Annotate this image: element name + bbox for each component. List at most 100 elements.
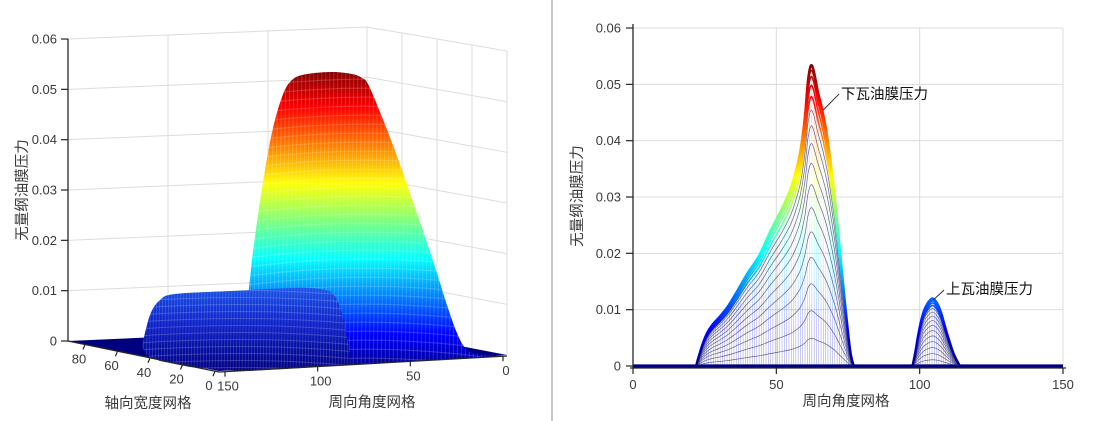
mesh-texture-line [344,71,351,372]
mesh-texture-line [271,287,275,371]
mesh-texture-line [163,287,167,371]
mesh-texture-line [364,71,371,372]
mesh-texture-arc [142,352,351,360]
annotation-lower-pad: 下瓦油膜压力 [841,86,928,103]
z-tick-label: 0.04 [32,132,57,147]
mesh-layer-curve [912,315,961,367]
y-tick-label: 0 [614,359,621,374]
axial-tick-label: 60 [104,358,118,373]
mesh-layer-curve [912,324,961,367]
mesh-layer-curve [912,335,961,367]
mesh-texture-arc [142,324,351,332]
mesh-texture-line [476,71,483,372]
mesh-texture-line [356,71,363,372]
mesh-texture-line [265,287,269,371]
mesh-texture-arc [142,345,351,353]
x-tick-label: 150 [1052,377,1074,392]
mesh-texture-line [277,287,281,371]
mesh-layer-curve [695,207,855,367]
circ-tick-label: 100 [310,374,332,389]
mesh-texture-line [316,287,320,371]
mesh-texture-line [492,71,499,372]
mesh-texture-line [160,287,164,371]
right-axes: 0 0.01 0.02 0.03 0.04 0.05 0.06 0 50 100 150 [596,21,1074,392]
mesh-texture-line [262,287,266,371]
mesh-texture-line [460,71,467,372]
mesh-texture-arc [142,338,351,346]
mesh-texture-arc [142,331,351,339]
mesh-texture-line [205,287,209,371]
mesh-texture-line [368,71,375,372]
mesh-texture-line [325,287,329,371]
mesh-layer-curve [912,353,960,367]
left-z-axis-label: 无量纲油膜压力 [14,139,31,241]
mesh-texture-line [313,287,317,371]
mesh-texture-line [142,287,143,371]
z-tick-label: 0.06 [32,32,57,47]
axial-tick-label: 80 [72,351,86,366]
mesh-layer-curve [695,143,855,367]
mesh-texture-line [193,287,197,371]
mesh-texture-line [202,287,206,371]
z-tick-label: 0.01 [32,283,57,298]
axial-axis-line [67,340,220,373]
mesh-texture-line [190,287,194,371]
mesh-texture-line [298,287,302,371]
mesh-texture-line [464,71,471,372]
mesh-layer-curve [912,347,960,367]
mesh-texture-line [376,71,383,372]
mesh-layer-curve [695,231,855,367]
mesh-texture-line [360,71,367,372]
mesh-texture-line [328,287,332,371]
mesh-layer-curve [912,330,961,367]
z-tick-label: 0 [50,334,57,349]
mesh-texture-line [480,71,487,372]
mesh-texture-line [352,71,359,372]
mesh-texture-line [208,287,212,371]
mesh-texture-line [175,287,179,371]
mesh-texture-line [295,287,299,371]
mesh-texture-line [259,287,263,371]
mesh-texture-line [292,287,296,371]
mesh-texture-line [268,287,272,371]
mesh-texture-line [322,287,326,371]
mesh-layer-curve [695,256,855,367]
circ-tick-label: 0 [502,363,509,378]
mesh-texture-line [283,287,287,371]
axial-tick [114,350,119,357]
mesh-texture-line [472,71,479,372]
mesh-texture-line [253,287,257,371]
mesh-texture-line [250,287,254,371]
mesh-texture-line [181,287,185,371]
mesh-texture-line [456,71,463,372]
mesh-texture-line [211,287,215,371]
mesh-texture-line [220,287,224,371]
mesh-texture-line [349,287,351,371]
mesh-texture-line [496,71,503,372]
mesh-texture-line [488,71,495,372]
mesh-texture-line [319,287,323,371]
mesh-texture-line [307,287,311,371]
envelope-curve [911,297,961,367]
mesh-texture-line [310,287,314,371]
mesh-texture-line [229,287,233,371]
mesh-layer-curve [695,184,855,367]
y-tick-label: 0.03 [596,190,621,205]
mesh-texture-line [301,287,305,371]
pressure-profile-curves [633,63,1063,368]
right-grid-lines [633,27,1064,366]
axial-tick-label: 0 [205,378,212,393]
mesh-texture-line [348,71,355,372]
mesh-layer-curve [695,162,855,367]
mesh-texture-line [214,287,218,371]
wall-grid-h [67,76,508,103]
mesh-texture-line [142,287,146,371]
z-tick-label: 0.05 [32,82,57,97]
mesh-texture-arc [142,310,351,318]
right-y-axis-label: 无量纲油膜压力 [569,145,586,247]
mesh-texture-line [247,287,251,371]
box-top-edge [67,26,508,52]
